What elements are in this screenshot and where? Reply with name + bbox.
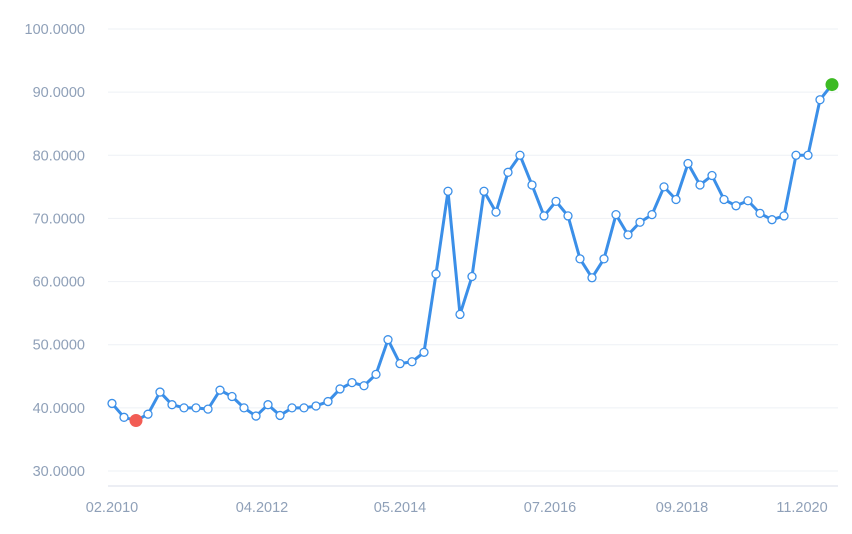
y-tick-label: 60.0000	[33, 275, 85, 291]
data-point	[455, 309, 465, 320]
data-point	[587, 273, 597, 283]
data-point	[239, 403, 249, 413]
data-point	[359, 381, 369, 391]
data-point	[467, 271, 477, 282]
x-tick-label: 05.2014	[374, 500, 426, 516]
data-point	[731, 201, 741, 211]
data-point	[659, 182, 669, 192]
y-tick-label: 100.0000	[25, 22, 85, 38]
data-point	[275, 410, 285, 421]
data-point	[707, 170, 717, 181]
max-value-marker	[825, 78, 839, 92]
data-point	[155, 387, 165, 397]
data-point	[683, 158, 693, 169]
data-point	[803, 150, 813, 160]
data-point	[815, 95, 825, 105]
data-point	[635, 217, 645, 227]
data-point	[311, 401, 321, 411]
data-point	[299, 403, 309, 413]
data-point	[407, 357, 417, 367]
data-point	[443, 186, 453, 196]
data-point	[179, 403, 189, 413]
y-tick-label: 40.0000	[33, 401, 85, 417]
y-tick-label: 30.0000	[33, 464, 85, 480]
data-point	[647, 209, 657, 220]
x-axis-ticks: 02.2010 04.2012 05.2014 07.2016 09.2018 11.20…	[86, 500, 828, 516]
data-point	[599, 254, 609, 264]
data-point	[107, 398, 117, 409]
data-point	[479, 186, 489, 196]
data-point	[227, 391, 237, 402]
data-point	[347, 377, 357, 388]
data-point	[419, 347, 429, 357]
x-tick-label: 04.2012	[236, 500, 288, 516]
data-point	[539, 211, 549, 221]
data-point	[323, 396, 333, 407]
data-point	[671, 194, 681, 205]
data-point	[251, 411, 261, 421]
x-tick-label: 11.2020	[776, 500, 827, 516]
data-point	[575, 254, 585, 264]
data-point	[119, 412, 129, 422]
x-tick-label: 02.2010	[86, 500, 138, 516]
data-point	[167, 400, 177, 410]
data-point	[791, 150, 801, 160]
data-point	[263, 400, 273, 410]
data-point	[383, 335, 393, 345]
data-point	[695, 180, 705, 190]
data-point	[191, 403, 201, 413]
data-point	[203, 404, 213, 414]
y-axis-ticks: 30.0000 40.0000 50.0000 60.0000 70.0000 80.00…	[25, 22, 85, 480]
data-point	[611, 209, 621, 220]
x-tick-label: 09.2018	[656, 500, 708, 516]
y-tick-label: 50.0000	[33, 338, 85, 354]
data-point	[515, 150, 525, 160]
data-point	[719, 194, 729, 205]
gridlines	[108, 28, 838, 472]
data-point	[779, 211, 789, 221]
data-point	[431, 269, 441, 279]
data-point	[563, 211, 573, 221]
data-point	[371, 369, 381, 380]
data-point	[143, 409, 153, 419]
y-tick-label: 90.0000	[33, 85, 85, 101]
data-point	[527, 180, 537, 190]
series-line	[110, 83, 834, 422]
min-value-marker	[129, 413, 143, 427]
data-point	[335, 384, 345, 394]
data-point	[743, 196, 753, 206]
data-points	[107, 78, 839, 427]
data-point	[215, 385, 225, 395]
data-point	[287, 403, 297, 413]
x-tick-label: 07.2016	[524, 500, 576, 516]
data-point	[767, 215, 777, 225]
data-point	[755, 208, 765, 219]
y-tick-label: 80.0000	[33, 148, 85, 164]
data-point	[551, 196, 561, 207]
data-point	[503, 167, 513, 177]
data-point	[491, 207, 501, 217]
data-point	[395, 359, 405, 369]
y-tick-label: 70.0000	[33, 211, 85, 227]
data-point	[623, 230, 633, 240]
